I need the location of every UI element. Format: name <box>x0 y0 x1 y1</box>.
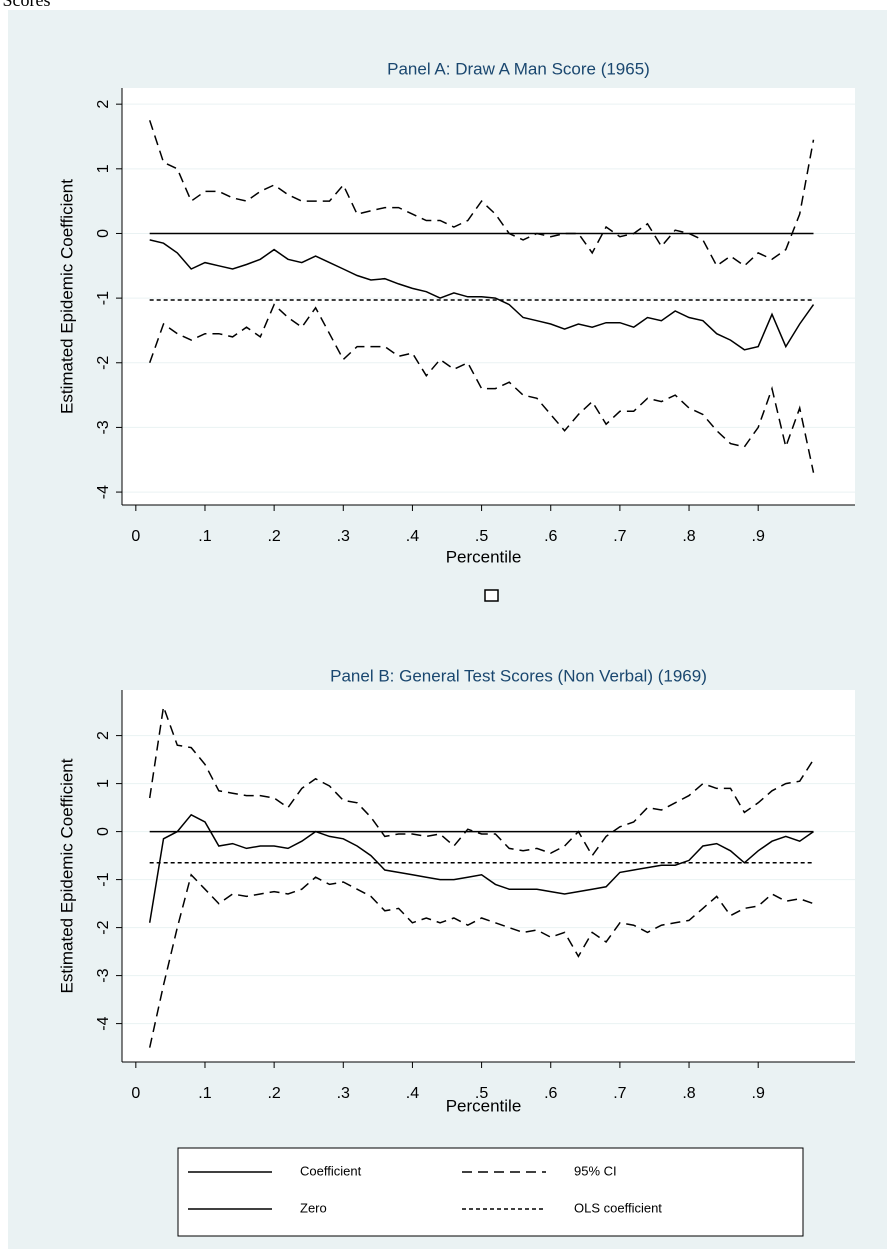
x-tick-label: .5 <box>475 528 488 545</box>
x-tick-label: .6 <box>544 528 557 545</box>
plot-area <box>122 690 855 1062</box>
y-tick-label: -2 <box>95 920 112 934</box>
series-line <box>148 303 815 473</box>
chart-title: Panel A: Draw A Man Score (1965) <box>387 59 650 78</box>
x-tick-label: .3 <box>337 528 350 545</box>
x-tick-label: .6 <box>544 1085 557 1102</box>
caption: st Scores <box>0 0 51 10</box>
y-tick-label: 2 <box>95 100 112 109</box>
y-tick-label: 1 <box>95 779 112 788</box>
y-tick-label: -3 <box>95 968 112 982</box>
x-tick-label: .3 <box>337 1085 350 1102</box>
legend-label: Coefficient <box>300 1163 362 1178</box>
x-tick-label: .1 <box>198 528 211 545</box>
x-tick-label: .4 <box>406 528 419 545</box>
y-tick-label: 1 <box>95 164 112 173</box>
x-tick-label: .2 <box>267 1085 280 1102</box>
y-tick-label: -4 <box>95 485 112 499</box>
x-tick-label: 0 <box>131 1085 140 1102</box>
y-tick-label: -1 <box>95 872 112 886</box>
x-axis-label: Percentile <box>446 547 522 566</box>
y-tick-label: -2 <box>95 356 112 370</box>
y-axis-label: Estimated Epidemic Coefficient <box>57 179 76 414</box>
y-tick-label: -1 <box>95 291 112 305</box>
y-tick-label: -4 <box>95 1016 112 1030</box>
x-tick-label: .5 <box>475 1085 488 1102</box>
legend-box <box>177 1147 804 1237</box>
legend-label: OLS coefficient <box>574 1200 662 1215</box>
legend-label: 95% CI <box>574 1163 617 1178</box>
y-tick-label: -3 <box>95 420 112 434</box>
x-tick-label: .8 <box>682 528 695 545</box>
series-line <box>148 813 814 923</box>
plot-area <box>122 88 855 505</box>
series-line <box>148 120 815 267</box>
x-tick-label: .7 <box>613 1085 626 1102</box>
legend-label: Zero <box>300 1200 327 1215</box>
x-tick-label: .7 <box>613 528 626 545</box>
series-line <box>148 873 814 1048</box>
chart-title: Panel B: General Test Scores (Non Verbal… <box>330 666 707 685</box>
y-tick-label: 0 <box>95 229 112 238</box>
x-tick-label: .9 <box>752 528 765 545</box>
x-axis-label: Percentile <box>446 1096 522 1115</box>
x-tick-label: .2 <box>267 528 280 545</box>
x-tick-label: .8 <box>682 1085 695 1102</box>
x-tick-label: .4 <box>406 1085 419 1102</box>
x-tick-label: 0 <box>131 528 140 545</box>
series-line <box>148 706 815 857</box>
x-tick-label: .9 <box>752 1085 765 1102</box>
y-tick-label: 0 <box>95 827 112 836</box>
empty-legend-key <box>484 589 499 602</box>
y-axis-label: Estimated Epidemic Coefficient <box>57 758 76 993</box>
series-line <box>149 239 815 351</box>
x-tick-label: .1 <box>198 1085 211 1102</box>
y-tick-label: 2 <box>95 731 112 740</box>
